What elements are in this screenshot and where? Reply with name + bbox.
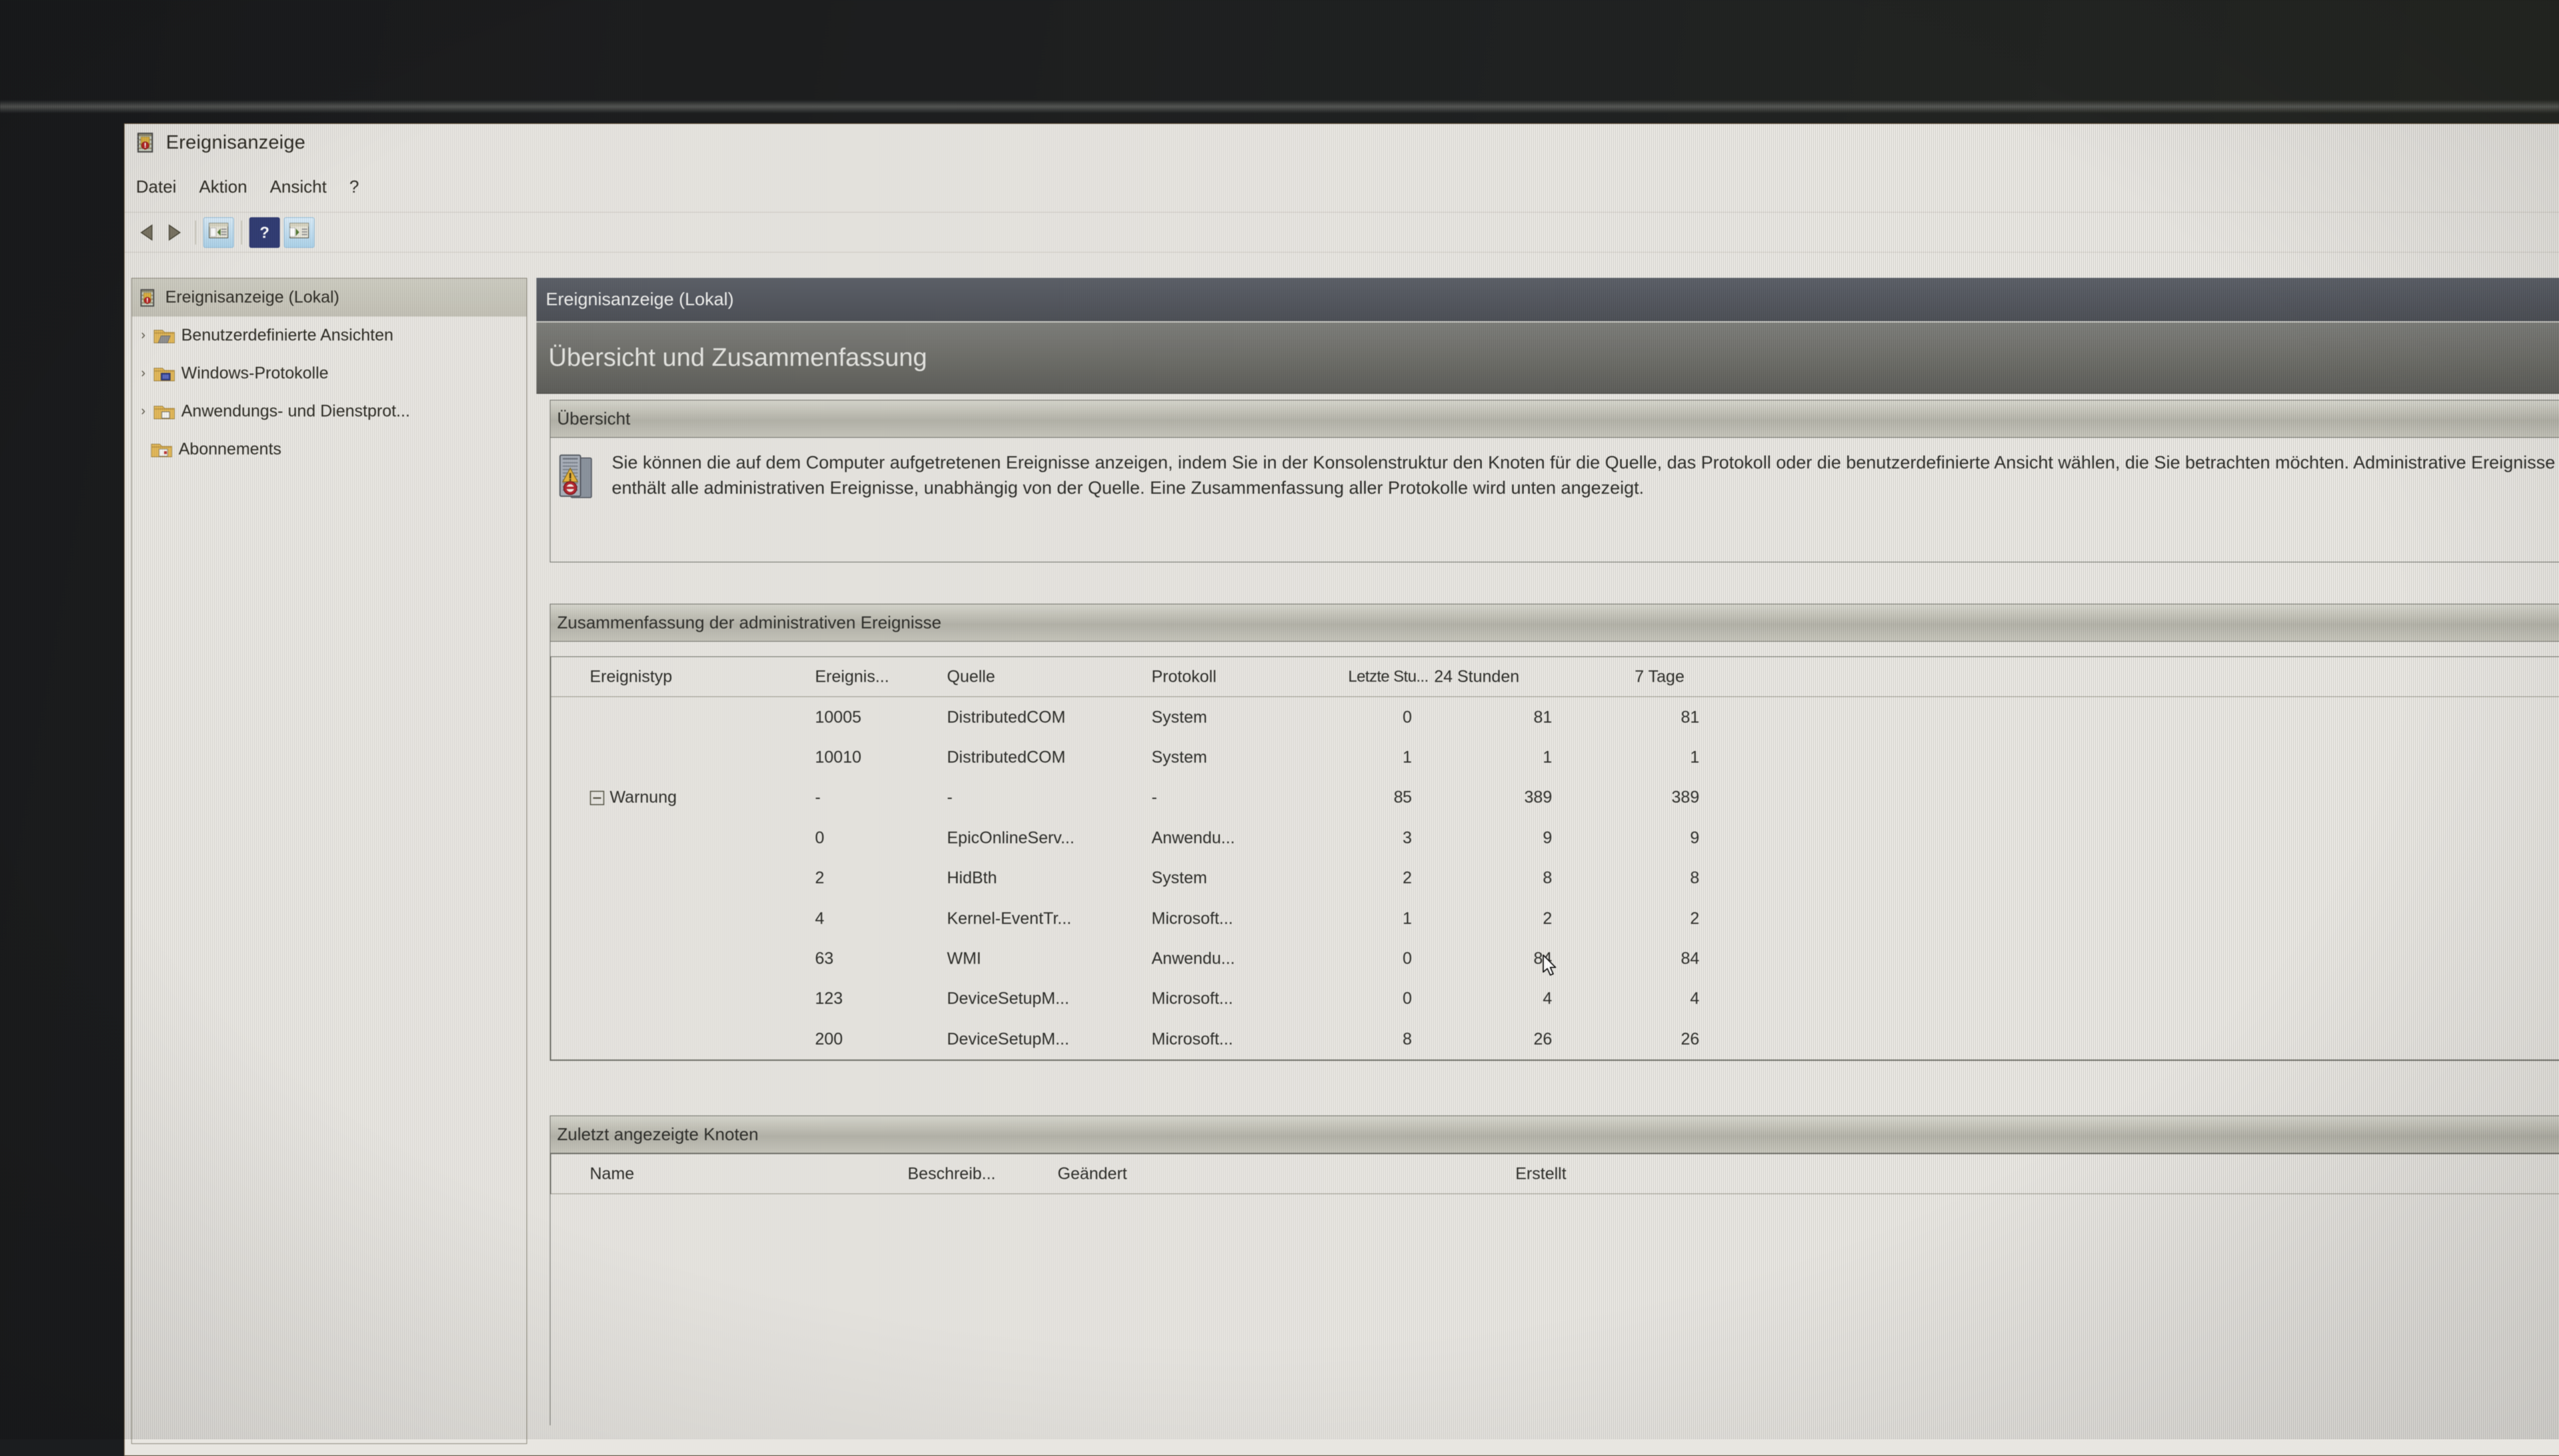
svg-text:?: ? (260, 224, 270, 242)
